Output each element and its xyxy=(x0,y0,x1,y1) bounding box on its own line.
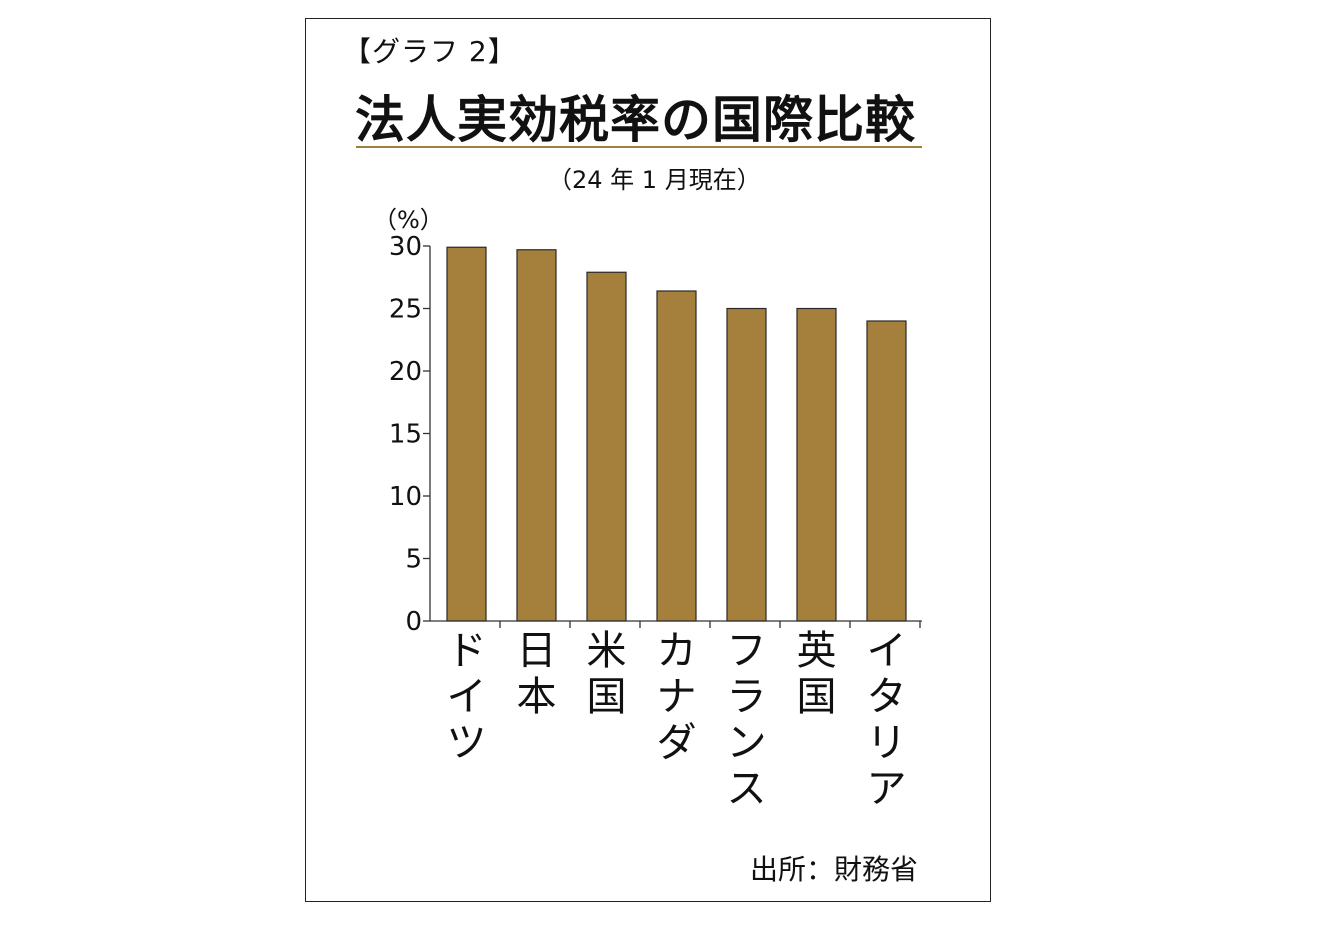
category-label-4: カナダ xyxy=(657,628,697,766)
category-label-2: 日本 xyxy=(517,628,557,720)
source-note: 出所：財務省 xyxy=(750,853,919,886)
chart-subtitle: （24 年 1 月現在） xyxy=(548,166,761,194)
category-label-3: 米国 xyxy=(587,628,627,720)
y-tick-label-20: 20 xyxy=(389,357,422,387)
bar-1 xyxy=(446,246,487,622)
y-tick-label-15: 15 xyxy=(389,420,422,450)
y-tick-label-25: 25 xyxy=(389,295,422,325)
category-label-1: ドイツ xyxy=(447,628,487,766)
bar-2 xyxy=(516,249,557,622)
category-label-6: 英国 xyxy=(797,628,837,720)
bar-6 xyxy=(796,307,837,622)
category-label-5: フランス xyxy=(727,628,767,812)
y-tick-label-0: 0 xyxy=(405,607,422,637)
figure-label: 【グラフ 2】 xyxy=(343,35,517,68)
chart-title: 法人実効税率の国際比較 xyxy=(355,91,916,149)
bar-7 xyxy=(866,320,907,622)
category-label-7: イタリア xyxy=(867,628,907,812)
y-tick-label-10: 10 xyxy=(389,482,422,512)
y-tick-label-5: 5 xyxy=(405,545,422,575)
bar-4 xyxy=(656,290,697,622)
bar-5 xyxy=(726,307,767,622)
y-tick-label-30: 30 xyxy=(389,232,422,262)
y-axis-unit: （%） xyxy=(373,206,444,234)
bar-3 xyxy=(586,271,627,622)
title-divider xyxy=(356,146,922,148)
